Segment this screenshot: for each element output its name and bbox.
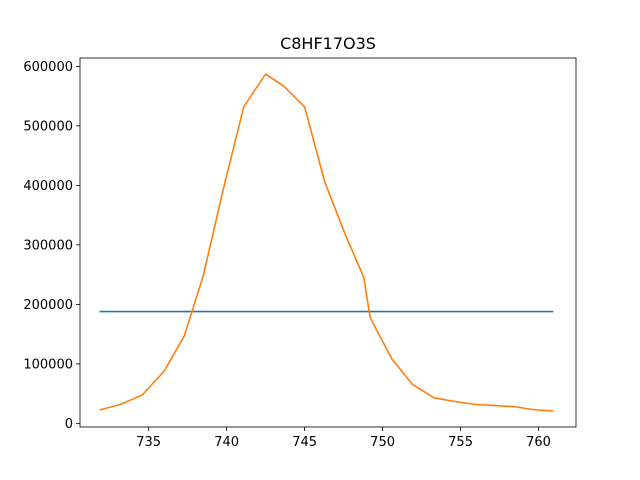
y-tick-label: 400000 — [23, 179, 73, 194]
x-tick-label: 760 — [526, 435, 551, 450]
x-axis: 735 740 745 750 755 760 — [136, 427, 551, 450]
x-tick-label: 755 — [448, 435, 473, 450]
y-tick-label: 500000 — [23, 119, 73, 134]
x-tick-label: 740 — [214, 435, 239, 450]
y-tick-label: 200000 — [23, 298, 73, 313]
y-tick-label: 100000 — [23, 357, 73, 372]
plot-area-frame — [79, 57, 577, 428]
y-tick-label: 300000 — [23, 238, 73, 253]
series-line-2 — [99, 73, 554, 412]
plot-lines — [99, 73, 554, 412]
x-tick-label: 735 — [136, 435, 161, 450]
y-axis: 0 100000 200000 300000 400000 500000 600000 — [23, 60, 80, 432]
chart-title: C8HF17O3S — [280, 34, 376, 53]
y-tick-label: 0 — [65, 417, 73, 432]
x-tick-label: 745 — [292, 435, 317, 450]
x-tick-label: 750 — [370, 435, 395, 450]
y-tick-label: 600000 — [23, 60, 73, 75]
